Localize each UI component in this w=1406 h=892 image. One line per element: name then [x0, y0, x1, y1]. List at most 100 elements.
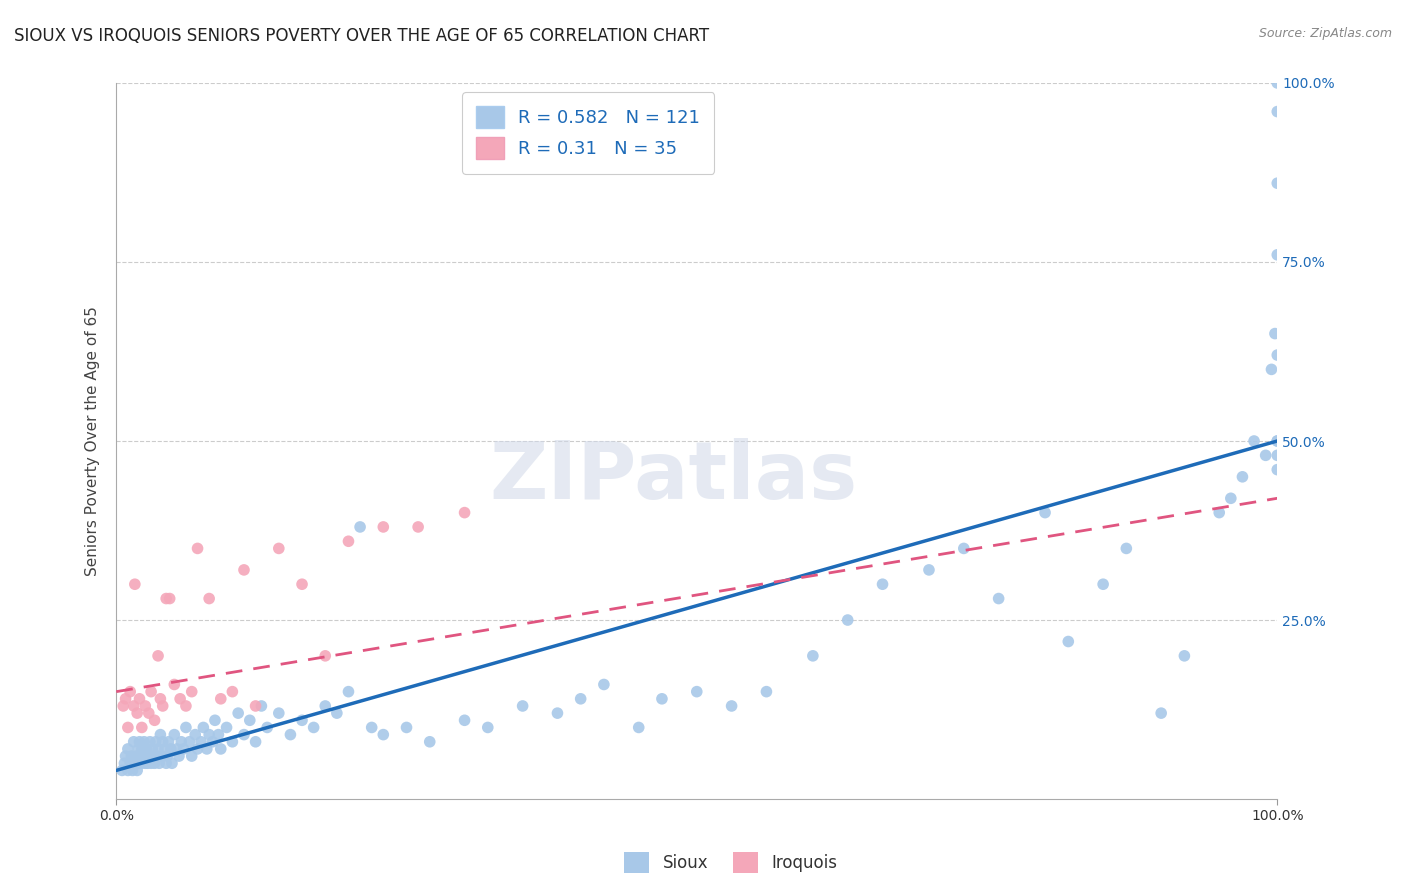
Point — [201, 735, 224, 749]
Point — [138, 749, 160, 764]
Point — [952, 541, 974, 556]
Point — [686, 684, 709, 698]
Point — [1265, 448, 1288, 462]
Point — [167, 749, 190, 764]
Point — [163, 728, 186, 742]
Point — [1115, 541, 1137, 556]
Point — [1033, 506, 1056, 520]
Point — [114, 749, 136, 764]
Point — [314, 648, 336, 663]
Point — [755, 684, 778, 698]
Point — [117, 764, 139, 778]
Point — [314, 698, 336, 713]
Point — [186, 742, 208, 756]
Point — [134, 756, 156, 771]
Point — [280, 728, 302, 742]
Point — [138, 706, 160, 720]
Point — [145, 735, 167, 749]
Point — [1265, 248, 1288, 262]
Point — [1264, 326, 1286, 341]
Point — [122, 698, 145, 713]
Point — [291, 577, 314, 591]
Point — [872, 577, 894, 591]
Point — [195, 742, 218, 756]
Point — [170, 735, 193, 749]
Point — [128, 756, 150, 771]
Point — [204, 713, 226, 727]
Point — [233, 728, 256, 742]
Point — [193, 721, 215, 735]
Point — [135, 742, 157, 756]
Point — [1265, 348, 1288, 362]
Point — [112, 698, 135, 713]
Point — [337, 534, 360, 549]
Point — [117, 721, 139, 735]
Point — [156, 749, 179, 764]
Point — [190, 735, 212, 749]
Point — [233, 563, 256, 577]
Point — [987, 591, 1010, 606]
Point — [453, 506, 475, 520]
Point — [134, 749, 156, 764]
Point — [160, 756, 183, 771]
Point — [149, 691, 172, 706]
Point — [174, 721, 197, 735]
Point — [173, 742, 195, 756]
Point — [157, 735, 180, 749]
Legend: Sioux, Iroquois: Sioux, Iroquois — [617, 846, 845, 880]
Text: ZIPatlas: ZIPatlas — [489, 438, 858, 516]
Point — [267, 706, 290, 720]
Point — [184, 728, 207, 742]
Point — [150, 749, 173, 764]
Point — [373, 728, 395, 742]
Point — [1232, 470, 1254, 484]
Point — [120, 749, 142, 764]
Legend: R = 0.582   N = 121, R = 0.31   N = 35: R = 0.582 N = 121, R = 0.31 N = 35 — [463, 92, 714, 174]
Point — [128, 691, 150, 706]
Point — [1265, 76, 1288, 90]
Point — [337, 684, 360, 698]
Point — [134, 698, 156, 713]
Point — [127, 706, 149, 720]
Point — [651, 691, 673, 706]
Point — [1265, 434, 1288, 448]
Point — [155, 591, 177, 606]
Point — [117, 742, 139, 756]
Point — [291, 713, 314, 727]
Point — [112, 756, 135, 771]
Point — [155, 756, 177, 771]
Point — [720, 698, 742, 713]
Point — [209, 691, 232, 706]
Point — [801, 648, 824, 663]
Point — [250, 698, 273, 713]
Point — [1243, 434, 1265, 448]
Point — [453, 713, 475, 727]
Point — [373, 520, 395, 534]
Point — [419, 735, 441, 749]
Point — [180, 749, 202, 764]
Point — [160, 742, 183, 756]
Point — [627, 721, 650, 735]
Point — [120, 684, 142, 698]
Text: SIOUX VS IROQUOIS SENIORS POVERTY OVER THE AGE OF 65 CORRELATION CHART: SIOUX VS IROQUOIS SENIORS POVERTY OVER T… — [14, 27, 709, 45]
Point — [1265, 176, 1288, 190]
Point — [139, 756, 162, 771]
Point — [1265, 434, 1288, 448]
Point — [148, 756, 170, 771]
Point — [209, 742, 232, 756]
Point — [122, 735, 145, 749]
Point — [153, 742, 176, 756]
Point — [121, 764, 143, 778]
Point — [125, 749, 148, 764]
Point — [226, 706, 249, 720]
Point — [569, 691, 592, 706]
Point — [131, 742, 153, 756]
Point — [179, 735, 201, 749]
Point — [124, 756, 146, 771]
Point — [215, 721, 238, 735]
Point — [512, 698, 534, 713]
Point — [131, 756, 153, 771]
Point — [134, 735, 156, 749]
Point — [593, 677, 616, 691]
Point — [360, 721, 382, 735]
